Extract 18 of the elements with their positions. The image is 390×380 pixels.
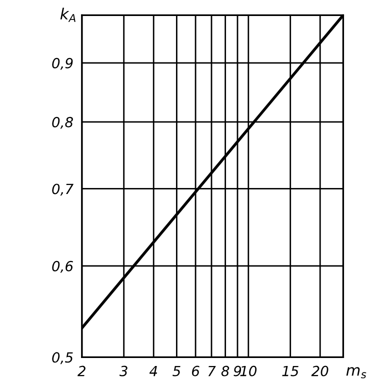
- x-tick-label: 4: [149, 366, 158, 376]
- x-tick-label: 6: [192, 366, 200, 376]
- y-tick-label: 0,6: [52, 260, 73, 273]
- x-tick-label: 8: [221, 366, 230, 376]
- x-axis-title: m$_{s}$: [346, 367, 366, 378]
- x-tick-label: 3: [119, 366, 128, 376]
- x-tick-label: 10: [240, 366, 257, 376]
- x-tick-label: 5: [172, 366, 180, 376]
- x-tick-label: 15: [282, 366, 298, 376]
- y-axis-title: k$_{A}$: [60, 8, 76, 22]
- y-tick-label: 0,8: [52, 116, 73, 129]
- x-tick-label: 7: [208, 366, 216, 376]
- x-tick-label: 2: [78, 366, 86, 376]
- x-tick-label: 20: [311, 366, 328, 376]
- x-tick-label: 9: [234, 366, 242, 376]
- y-tick-label: 0,5: [52, 352, 73, 364]
- y-tick-label: 0,7: [52, 184, 74, 196]
- y-tick-label: 0,9: [52, 58, 73, 70]
